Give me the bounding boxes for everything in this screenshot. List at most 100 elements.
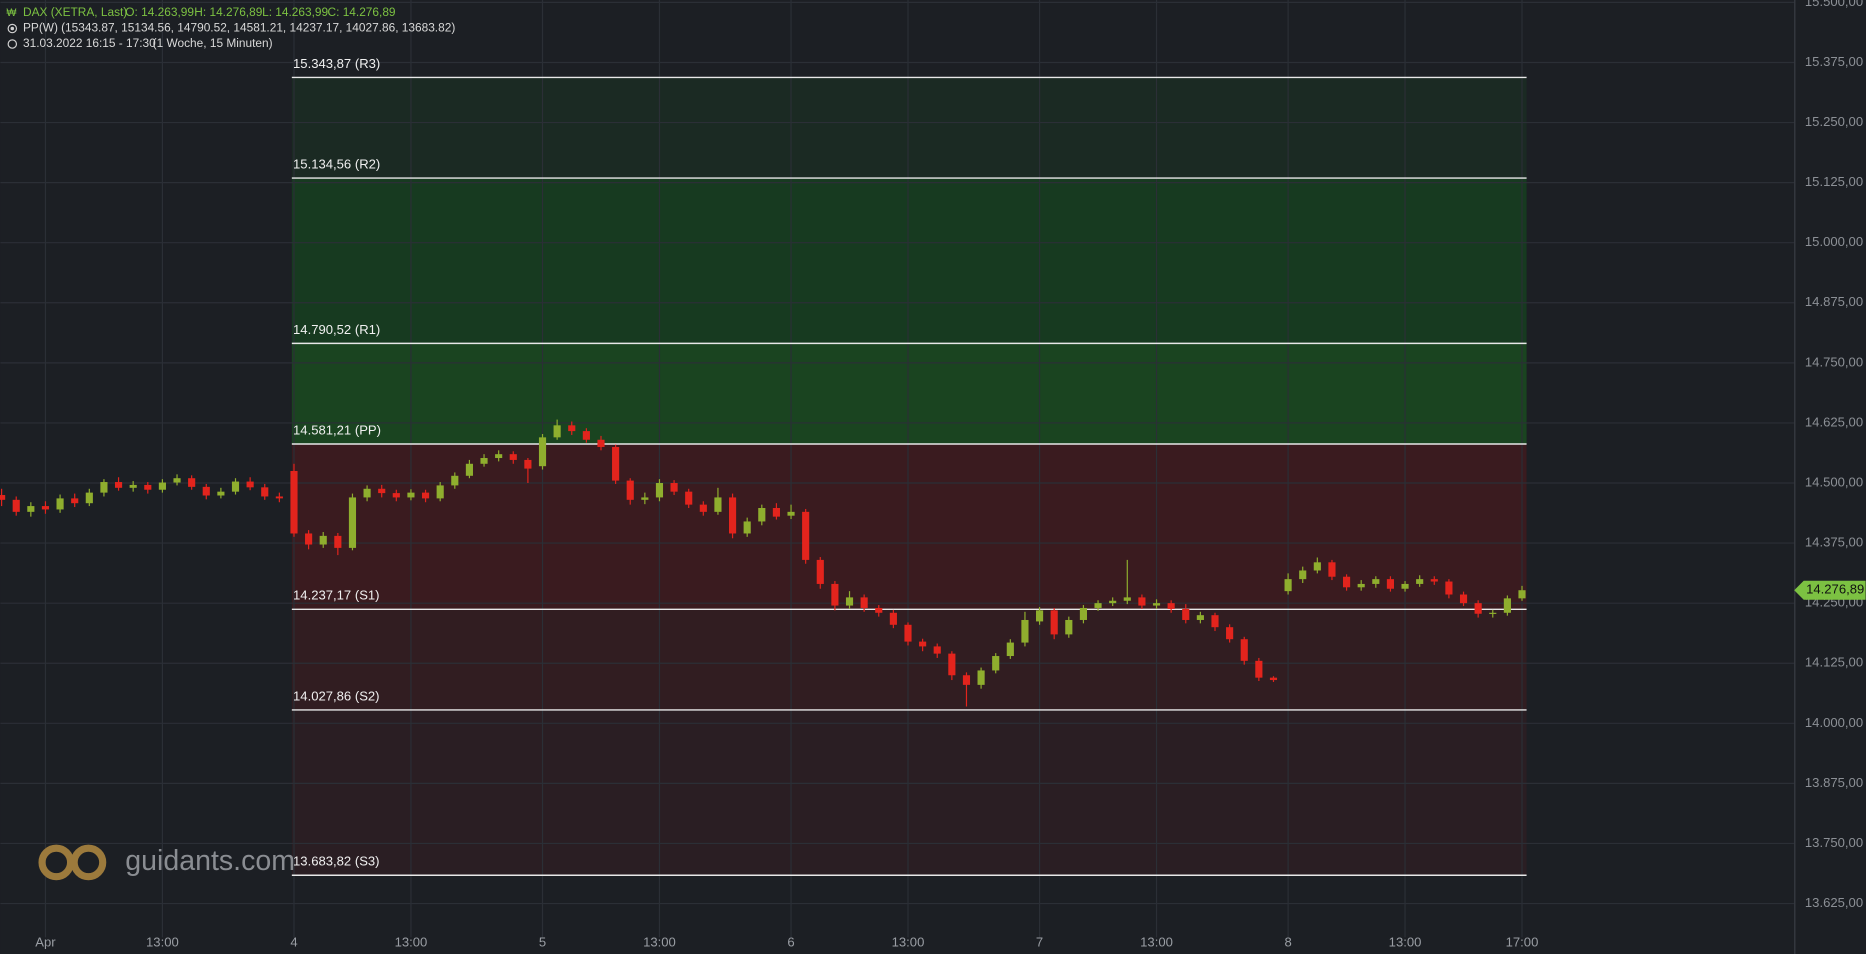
candle-body	[12, 499, 20, 512]
candle-body	[1006, 642, 1014, 657]
candle-body	[56, 498, 64, 510]
ohlc: C: 14.276,89	[328, 5, 396, 19]
candle-body	[685, 491, 693, 505]
candle-body	[904, 624, 912, 642]
candle-body	[845, 597, 854, 606]
y-tick-label: 15.375,00	[1805, 54, 1863, 69]
y-tick-label: 15.125,00	[1805, 174, 1863, 189]
candle-body	[407, 492, 415, 498]
pivot-label: 14.581,21 (PP)	[293, 422, 381, 437]
x-tick-label: 6	[787, 935, 794, 950]
candle-body	[231, 481, 240, 492]
candle-body	[1036, 610, 1044, 622]
candle-body	[1182, 608, 1190, 620]
candle-body	[421, 492, 430, 499]
candle-body	[597, 439, 605, 447]
candle-body	[787, 511, 795, 516]
candle-body	[1445, 581, 1453, 595]
candle-body	[378, 488, 386, 494]
candle-body	[1065, 619, 1073, 635]
indicator-icon	[10, 26, 15, 31]
candle-body	[992, 656, 1000, 671]
last-price-tag	[1794, 580, 1866, 600]
candle-body	[305, 533, 313, 545]
candle-body	[1050, 610, 1058, 635]
pivot-zone	[291, 343, 1527, 444]
candle-body	[1299, 570, 1307, 580]
candle-body	[1489, 612, 1497, 614]
x-tick-label: 13:00	[1389, 935, 1422, 950]
candle-body	[1416, 579, 1424, 584]
candle-body	[348, 497, 357, 548]
y-tick-label: 15.000,00	[1805, 234, 1863, 249]
indicator-icon	[7, 23, 18, 34]
candle-body	[582, 431, 590, 440]
candle-body	[889, 612, 897, 625]
candle-body	[451, 475, 459, 486]
candle-body	[363, 488, 371, 498]
candle-body	[85, 492, 93, 504]
candle-body	[1079, 607, 1087, 620]
candle-body	[495, 454, 503, 459]
candle-body	[626, 480, 634, 500]
candle-body	[173, 478, 181, 483]
y-tick-label: 13.875,00	[1805, 775, 1863, 790]
candle-body	[290, 470, 298, 534]
ohlc: H: 14.276,89	[194, 5, 262, 19]
candle-body	[641, 497, 649, 500]
pivot-label: 14.027,86 (S2)	[293, 688, 380, 703]
candle-body	[1386, 579, 1395, 589]
candle-body	[1269, 677, 1278, 681]
pivot-label: 14.790,52 (R1)	[293, 322, 380, 337]
candle-body	[319, 535, 327, 545]
candle-body	[41, 506, 50, 510]
pivot-zone	[291, 443, 1527, 610]
pivot-zones	[291, 77, 1527, 876]
period: 31.03.2022 16:15 - 17:30	[23, 36, 156, 50]
candle-body	[202, 486, 210, 496]
candle-body	[948, 653, 956, 676]
y-tick-label: 14.375,00	[1805, 535, 1863, 550]
candle-body	[553, 425, 561, 438]
candle-body	[743, 521, 751, 534]
logo-ring	[70, 844, 107, 881]
y-tick-label: 14.125,00	[1805, 655, 1863, 670]
y-tick-label: 15.250,00	[1805, 114, 1863, 129]
ohlc: L: 14.263,99	[262, 5, 328, 19]
y-tick-label: 13.625,00	[1805, 895, 1863, 910]
legend: ₩ DAX (XETRA, Last) O: 14.263,99 H: 14.2…	[6, 5, 455, 50]
candle-body	[158, 482, 166, 490]
candle-body	[27, 506, 35, 512]
candle-body	[465, 463, 473, 476]
candle-body	[1328, 562, 1336, 577]
candle-body	[772, 507, 780, 517]
candle-body	[71, 498, 79, 504]
watermark-text: guidants.com	[125, 845, 295, 877]
candle-body	[728, 497, 737, 534]
candle-body	[100, 482, 108, 493]
candle-body	[1503, 598, 1511, 613]
candle-body	[217, 491, 225, 496]
instrument: DAX (XETRA, Last)	[23, 5, 127, 19]
candle-body	[1372, 579, 1380, 584]
candle-body	[1401, 583, 1409, 589]
pivot-zone	[291, 709, 1527, 876]
y-tick-label: 14.500,00	[1805, 474, 1863, 489]
candle-body	[538, 437, 547, 467]
x-tick-label: 4	[290, 935, 297, 950]
watermark: guidants.com	[38, 844, 295, 881]
candle-body	[568, 425, 576, 432]
candle-body	[612, 446, 620, 481]
logo-ring	[38, 844, 75, 881]
candle-body	[831, 583, 839, 606]
candle-body	[261, 487, 269, 497]
candle-body	[1459, 594, 1468, 604]
pivot-zone	[291, 178, 1527, 344]
candle-body	[392, 493, 400, 498]
candle-body	[129, 484, 137, 488]
candle-body	[1474, 603, 1482, 614]
legend-icon: ₩	[6, 7, 16, 19]
y-tick-label: 14.625,00	[1805, 414, 1863, 429]
candle-body	[758, 507, 766, 522]
